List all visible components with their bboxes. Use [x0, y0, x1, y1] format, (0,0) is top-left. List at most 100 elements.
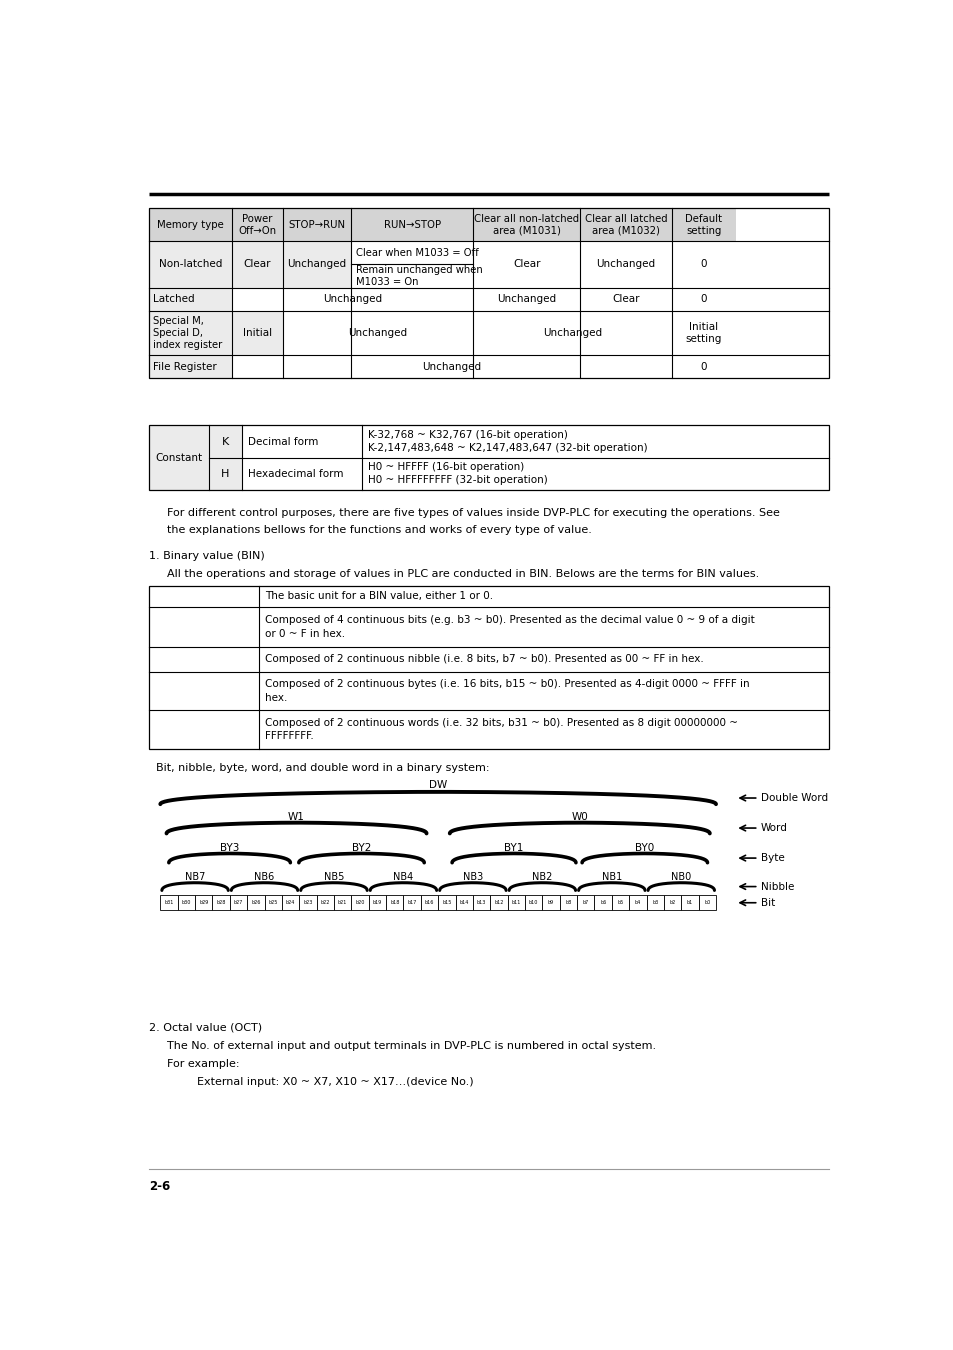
Text: Memory type: Memory type [157, 220, 224, 230]
Text: W1: W1 [288, 811, 305, 822]
Bar [420, 895, 437, 910]
Bar [386, 895, 403, 910]
Text: Unchanged: Unchanged [323, 294, 382, 304]
Text: BY2: BY2 [352, 842, 371, 853]
Text: b15: b15 [441, 900, 451, 906]
Text: K-32,768 ~ K32,767 (16-bit operation)
K-2,147,483,648 ~ K2,147,483,647 (32-bit o: K-32,768 ~ K32,767 (16-bit operation) K-… [368, 429, 647, 454]
Text: Default
setting: Default setting [684, 213, 721, 235]
Text: b29: b29 [199, 900, 208, 906]
Bar [524, 895, 542, 910]
Text: Non-latched: Non-latched [159, 259, 222, 270]
Text: Nibble: Nibble [760, 882, 794, 891]
Bar [629, 895, 646, 910]
Bar [559, 895, 577, 910]
Bar [368, 895, 386, 910]
Bar [299, 895, 316, 910]
Text: Composed of 2 continuous words (i.e. 32 bits, b31 ~ b0). Presented as 8 digit 00: Composed of 2 continuous words (i.e. 32 … [265, 718, 738, 741]
Text: The No. of external input and output terminals in DVP-PLC is numbered in octal s: The No. of external input and output ter… [167, 1041, 656, 1052]
Text: Composed of 2 continuous bytes (i.e. 16 bits, b15 ~ b0). Presented as 4-digit 00: Composed of 2 continuous bytes (i.e. 16 … [265, 679, 749, 703]
Text: Clear all latched
area (M1032): Clear all latched area (M1032) [584, 213, 667, 235]
Bar [316, 895, 334, 910]
Text: 1. Binary value (BIN): 1. Binary value (BIN) [149, 551, 264, 560]
Text: For different control purposes, there are five types of values inside DVP-PLC fo: For different control purposes, there ar… [167, 509, 780, 518]
Bar [149, 586, 828, 749]
Text: 2-6: 2-6 [149, 1180, 170, 1193]
Text: b31: b31 [164, 900, 173, 906]
Text: Bit: Bit [760, 898, 775, 907]
Text: BY3: BY3 [220, 842, 239, 853]
Text: b1: b1 [686, 900, 692, 906]
Text: Hexadecimal form: Hexadecimal form [248, 468, 343, 479]
Text: Clear when M1033 = Off: Clear when M1033 = Off [355, 248, 477, 258]
Bar [646, 895, 663, 910]
Text: Word: Word [760, 824, 787, 833]
Bar [437, 895, 455, 910]
Bar [473, 895, 490, 910]
Text: All the operations and storage of values in PLC are conducted in BIN. Belows are: All the operations and storage of values… [167, 568, 759, 579]
Bar [698, 895, 716, 910]
Bar [507, 895, 524, 910]
Text: NB5: NB5 [323, 872, 344, 882]
Bar [594, 895, 611, 910]
Bar [209, 458, 241, 490]
Text: 0: 0 [700, 294, 706, 304]
Text: Composed of 4 continuous bits (e.g. b3 ~ b0). Presented as the decimal value 0 ~: Composed of 4 continuous bits (e.g. b3 ~… [265, 616, 754, 639]
Bar [247, 895, 264, 910]
Text: b3: b3 [652, 900, 658, 906]
Bar [455, 895, 473, 910]
Bar [149, 242, 233, 288]
Text: b0: b0 [703, 900, 710, 906]
Bar [264, 895, 281, 910]
Text: Clear all non-latched
area (M1031): Clear all non-latched area (M1031) [474, 213, 578, 235]
Text: b5: b5 [617, 900, 623, 906]
Text: b7: b7 [582, 900, 588, 906]
Text: b20: b20 [355, 900, 364, 906]
Bar [160, 895, 177, 910]
Text: STOP→RUN: STOP→RUN [288, 220, 345, 230]
Text: 0: 0 [700, 259, 706, 270]
Text: Composed of 2 continuous nibble (i.e. 8 bits, b7 ~ b0). Presented as 00 ~ FF in : Composed of 2 continuous nibble (i.e. 8 … [265, 655, 703, 664]
Bar [149, 208, 233, 242]
Text: RUN→STOP: RUN→STOP [383, 220, 440, 230]
Text: NB7: NB7 [185, 872, 205, 882]
Text: File Register: File Register [153, 362, 217, 371]
Text: b6: b6 [599, 900, 605, 906]
Text: External input: X0 ~ X7, X10 ~ X17…(device No.): External input: X0 ~ X7, X10 ~ X17…(devi… [196, 1077, 473, 1087]
Text: Initial
setting: Initial setting [685, 323, 721, 344]
Bar [233, 208, 282, 242]
Text: W0: W0 [571, 811, 588, 822]
Text: b26: b26 [251, 900, 260, 906]
Bar [149, 425, 209, 490]
Text: Initial: Initial [243, 328, 272, 338]
Text: Power
Off→On: Power Off→On [238, 213, 276, 235]
Bar [177, 895, 194, 910]
Text: NB0: NB0 [671, 872, 691, 882]
Bar [403, 895, 420, 910]
Bar [209, 425, 241, 458]
Text: b12: b12 [494, 900, 503, 906]
Text: NB4: NB4 [393, 872, 413, 882]
Bar [281, 895, 299, 910]
Text: b13: b13 [476, 900, 486, 906]
Bar [663, 895, 680, 910]
Text: NB3: NB3 [462, 872, 482, 882]
Text: K: K [221, 436, 229, 447]
Bar [579, 208, 671, 242]
Bar [577, 895, 594, 910]
Bar [282, 208, 351, 242]
Text: Bit, nibble, byte, word, and double word in a binary system:: Bit, nibble, byte, word, and double word… [156, 763, 490, 772]
Text: Remain unchanged when
M1033 = On: Remain unchanged when M1033 = On [355, 265, 482, 286]
Text: b17: b17 [407, 900, 416, 906]
Bar [351, 895, 368, 910]
Text: Clear: Clear [244, 259, 271, 270]
Text: Decimal form: Decimal form [248, 436, 318, 447]
Text: For example:: For example: [167, 1058, 239, 1069]
Bar [149, 310, 233, 355]
Text: BY0: BY0 [635, 842, 654, 853]
Bar [473, 208, 579, 242]
Text: H0 ~ HFFFF (16-bit operation)
H0 ~ HFFFFFFFF (32-bit operation): H0 ~ HFFFF (16-bit operation) H0 ~ HFFFF… [368, 462, 547, 486]
Bar [233, 242, 282, 288]
Text: H: H [221, 468, 230, 479]
Text: Unchanged: Unchanged [348, 328, 407, 338]
Text: NB2: NB2 [532, 872, 552, 882]
